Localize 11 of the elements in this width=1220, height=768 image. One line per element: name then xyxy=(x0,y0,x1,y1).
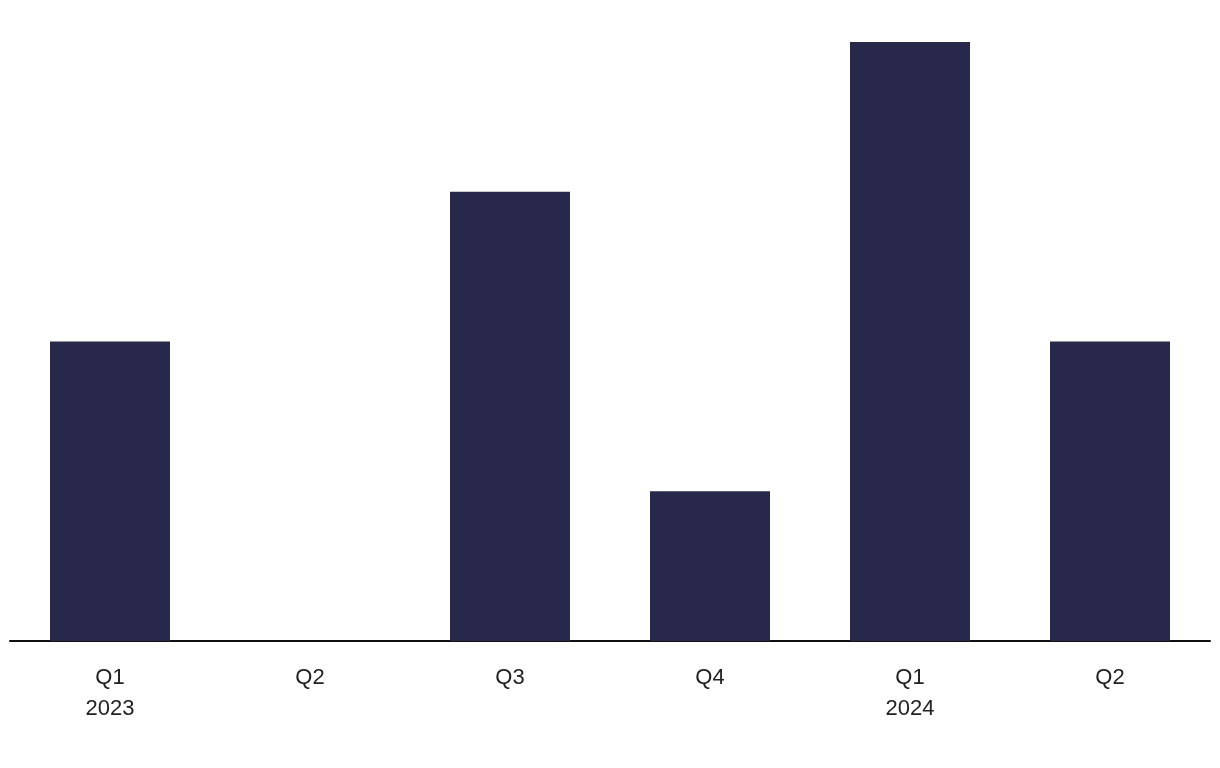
x-tick-label: Q3 xyxy=(495,664,525,689)
bar xyxy=(450,191,570,641)
x-tick-label: Q1 2024 xyxy=(885,664,935,720)
bar xyxy=(1050,341,1170,641)
x-tick-label: Q2 xyxy=(1095,664,1125,689)
x-tick-label: Q4 xyxy=(695,664,725,689)
x-tick-label: Q2 xyxy=(295,664,325,689)
bar xyxy=(850,42,970,641)
x-tick-label: Q1 2023 xyxy=(85,664,135,720)
bar xyxy=(50,341,170,641)
bar xyxy=(650,491,770,641)
